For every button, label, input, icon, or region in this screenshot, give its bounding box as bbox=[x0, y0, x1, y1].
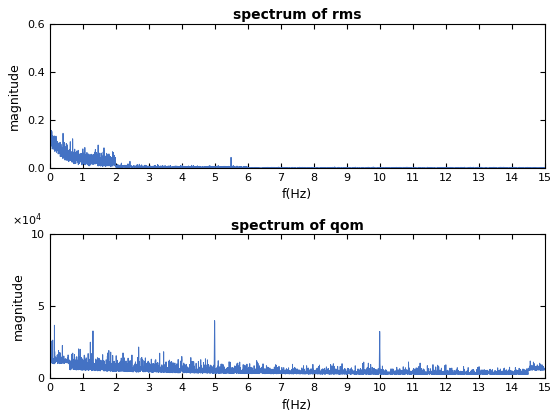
Y-axis label: magnitude: magnitude bbox=[12, 272, 25, 340]
X-axis label: f(Hz): f(Hz) bbox=[282, 189, 312, 202]
X-axis label: f(Hz): f(Hz) bbox=[282, 399, 312, 412]
Text: $\times10^4$: $\times10^4$ bbox=[12, 211, 43, 228]
Title: spectrum of qom: spectrum of qom bbox=[231, 218, 363, 233]
Y-axis label: magnitude: magnitude bbox=[8, 62, 21, 130]
Title: spectrum of rms: spectrum of rms bbox=[233, 8, 361, 22]
